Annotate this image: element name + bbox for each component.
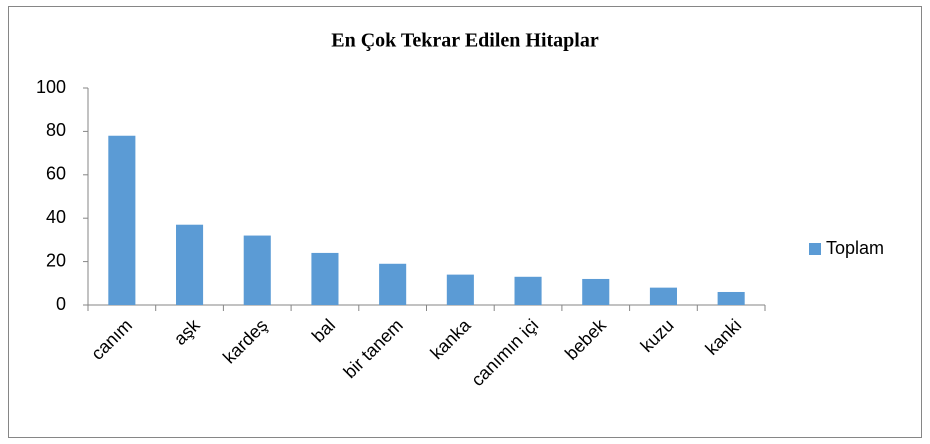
- chart-title: En Çok Tekrar Edilen Hitaplar: [331, 30, 599, 52]
- bar: [649, 287, 677, 305]
- y-tick-label: 100: [36, 77, 66, 97]
- legend-label: Toplam: [826, 238, 884, 258]
- bar: [717, 291, 745, 305]
- bar: [582, 278, 610, 305]
- bar: [379, 263, 407, 305]
- bar: [514, 276, 542, 305]
- chart-border: [8, 6, 922, 438]
- y-tick-label: 80: [46, 120, 66, 140]
- bar: [108, 135, 136, 305]
- y-tick-label: 60: [46, 164, 66, 184]
- bar: [176, 224, 204, 305]
- bar: [311, 252, 339, 305]
- bar: [243, 235, 271, 305]
- y-tick-label: 20: [46, 250, 66, 270]
- y-tick-label: 0: [56, 294, 66, 314]
- bar: [446, 274, 474, 305]
- y-tick-label: 40: [46, 207, 66, 227]
- legend-swatch: [809, 243, 821, 255]
